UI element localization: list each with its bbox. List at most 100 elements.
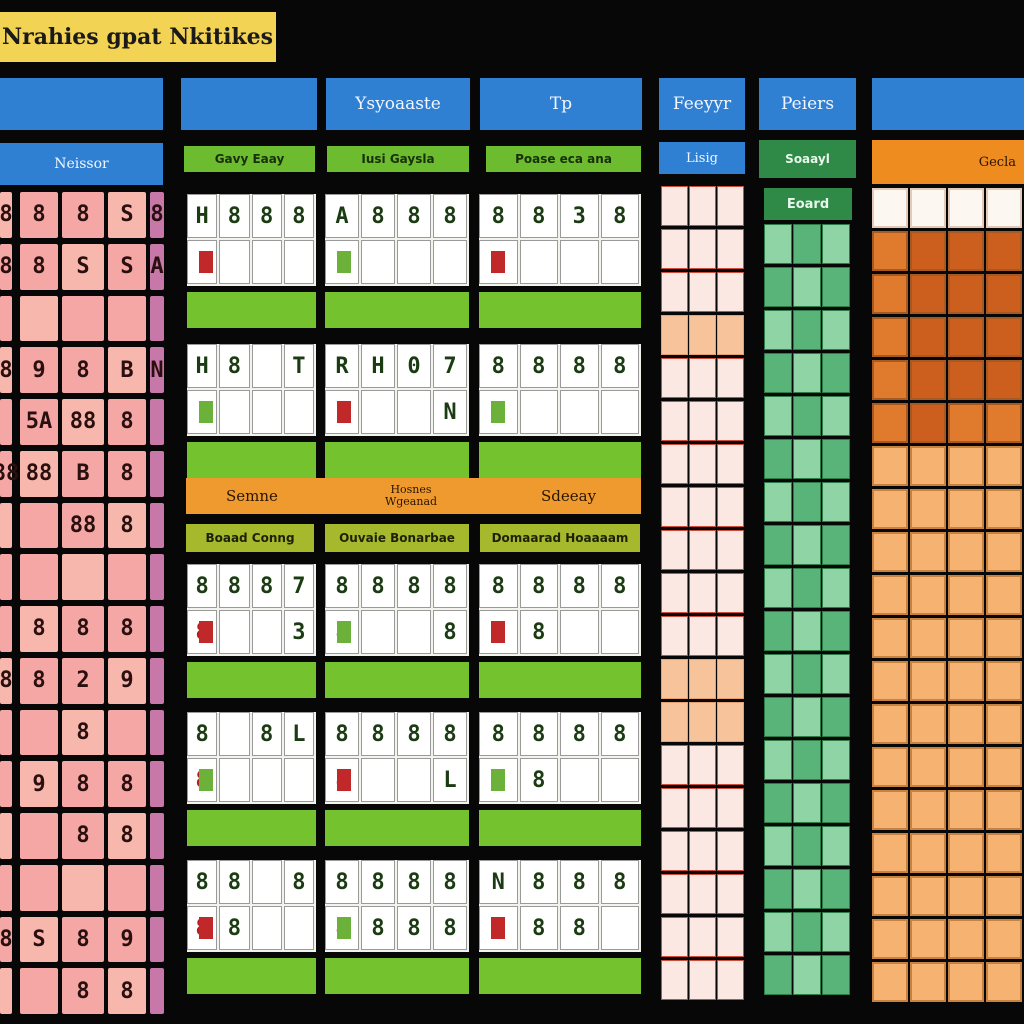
pink-cell[interactable] xyxy=(108,295,146,342)
orange-cell[interactable] xyxy=(910,618,946,658)
card-top-cell[interactable]: 8 xyxy=(560,564,599,608)
orange-cell[interactable] xyxy=(872,661,908,701)
pink-cell[interactable]: 8 xyxy=(0,657,13,704)
schedule-cell[interactable] xyxy=(689,573,716,613)
green-cell[interactable] xyxy=(793,310,821,350)
pink-cell[interactable] xyxy=(150,502,164,549)
schedule-cell[interactable] xyxy=(689,831,716,871)
pink-cell[interactable]: 8 xyxy=(0,243,13,290)
card-top-cell[interactable]: 8 xyxy=(325,564,359,608)
pink-cell[interactable]: 88 xyxy=(0,450,19,497)
schedule-cell[interactable] xyxy=(661,616,688,656)
schedule-cell[interactable] xyxy=(661,401,688,441)
orange-cell[interactable] xyxy=(872,747,908,787)
orange-cell[interactable] xyxy=(986,661,1022,701)
orange-cell[interactable] xyxy=(986,446,1022,486)
pink-cell[interactable] xyxy=(150,450,164,497)
pink-cell[interactable] xyxy=(20,709,58,756)
card-bottom-cell[interactable] xyxy=(397,240,431,284)
orange-cell[interactable] xyxy=(910,403,946,443)
card-top-cell[interactable]: H xyxy=(187,344,218,388)
card-top-cell[interactable]: 8 xyxy=(361,194,395,238)
orange-cell[interactable] xyxy=(948,790,984,830)
card-bottom-cell[interactable] xyxy=(219,610,250,654)
green-cell[interactable] xyxy=(822,611,850,651)
card-top-cell[interactable]: 8 xyxy=(519,194,558,238)
pink-cell[interactable] xyxy=(108,554,146,600)
card-top-cell[interactable]: 8 xyxy=(600,712,639,756)
pink-cell[interactable] xyxy=(150,657,164,704)
orange-cell[interactable] xyxy=(986,274,1022,314)
card-top-cell[interactable]: R xyxy=(325,344,359,388)
card-top-cell[interactable] xyxy=(219,712,250,756)
card-top-cell[interactable]: 8 xyxy=(251,712,282,756)
pink-cell[interactable] xyxy=(0,502,12,549)
pink-cell[interactable]: 88 xyxy=(20,450,58,497)
pink-cell[interactable]: 8 xyxy=(0,347,13,393)
card-bottom-cell[interactable] xyxy=(361,758,395,802)
schedule-cell[interactable] xyxy=(661,788,688,828)
column-header-7[interactable] xyxy=(872,78,1024,130)
schedule-cell[interactable] xyxy=(661,358,688,398)
card-top-cell[interactable]: 8 xyxy=(251,564,282,608)
pink-cell[interactable]: 8 xyxy=(20,606,58,652)
green-cell[interactable] xyxy=(793,697,821,737)
green-cell[interactable] xyxy=(764,310,792,350)
column-header-6[interactable]: Peiers xyxy=(759,78,856,130)
schedule-cell[interactable] xyxy=(717,960,744,1000)
orange-cell[interactable] xyxy=(872,489,908,529)
orange-cell[interactable] xyxy=(872,274,908,314)
orange-cell[interactable] xyxy=(910,704,946,744)
green-cell[interactable] xyxy=(764,955,792,995)
pink-cell[interactable] xyxy=(0,761,12,807)
green-cell[interactable] xyxy=(793,955,821,995)
orange-cell[interactable] xyxy=(986,833,1022,873)
card-bottom-cell[interactable]: 8 xyxy=(219,906,250,950)
orange-cell[interactable] xyxy=(910,188,946,228)
pink-cell[interactable]: 8 xyxy=(62,606,104,652)
pink-cell[interactable] xyxy=(108,709,146,756)
card-bottom-cell[interactable] xyxy=(251,906,282,950)
pink-cell[interactable]: 8 xyxy=(62,192,104,238)
orange-cell[interactable] xyxy=(910,446,946,486)
green-cell[interactable] xyxy=(793,611,821,651)
orange-cell[interactable] xyxy=(910,833,946,873)
orange-cell[interactable] xyxy=(910,575,946,615)
pink-cell[interactable]: 88 xyxy=(62,399,104,445)
green-cell[interactable] xyxy=(793,439,821,479)
schedule-cell[interactable] xyxy=(689,401,716,441)
orange-cell[interactable] xyxy=(872,360,908,400)
card-bottom-cell[interactable] xyxy=(600,390,639,434)
pink-cell[interactable]: 2 xyxy=(62,657,104,704)
card-top-cell[interactable]: 8 xyxy=(187,564,218,608)
orange-cell[interactable] xyxy=(948,704,984,744)
card-bottom-cell[interactable] xyxy=(283,758,314,802)
card-top-cell[interactable] xyxy=(251,860,282,904)
pink-cell[interactable] xyxy=(20,813,58,859)
card-top-cell[interactable]: H xyxy=(361,344,395,388)
green-cell[interactable] xyxy=(822,396,850,436)
orange-cell[interactable] xyxy=(910,790,946,830)
schedule-cell[interactable] xyxy=(717,487,744,527)
card-bottom-cell[interactable] xyxy=(560,390,599,434)
orange-cell[interactable] xyxy=(986,876,1022,916)
schedule-cell[interactable] xyxy=(717,186,744,226)
card-bottom-cell[interactable] xyxy=(251,610,282,654)
pink-cell[interactable]: 8 xyxy=(62,709,104,756)
schedule-cell[interactable] xyxy=(717,788,744,828)
card-top-cell[interactable]: 8 xyxy=(519,712,558,756)
pink-cell[interactable] xyxy=(20,295,58,342)
card-top-cell[interactable]: T xyxy=(283,344,314,388)
card-top-cell[interactable]: H xyxy=(187,194,218,238)
card-bottom-cell[interactable] xyxy=(361,390,395,434)
pink-cell[interactable] xyxy=(150,709,164,756)
pink-cell[interactable]: 8 xyxy=(108,450,146,497)
orange-cell[interactable] xyxy=(910,532,946,572)
card-top-cell[interactable] xyxy=(251,344,282,388)
orange-cell[interactable] xyxy=(872,704,908,744)
schedule-cell[interactable] xyxy=(717,272,744,312)
orange-cell[interactable] xyxy=(986,919,1022,959)
card-bottom-cell[interactable] xyxy=(283,390,314,434)
orange-cell[interactable] xyxy=(948,360,984,400)
card-bottom-cell[interactable] xyxy=(560,610,599,654)
